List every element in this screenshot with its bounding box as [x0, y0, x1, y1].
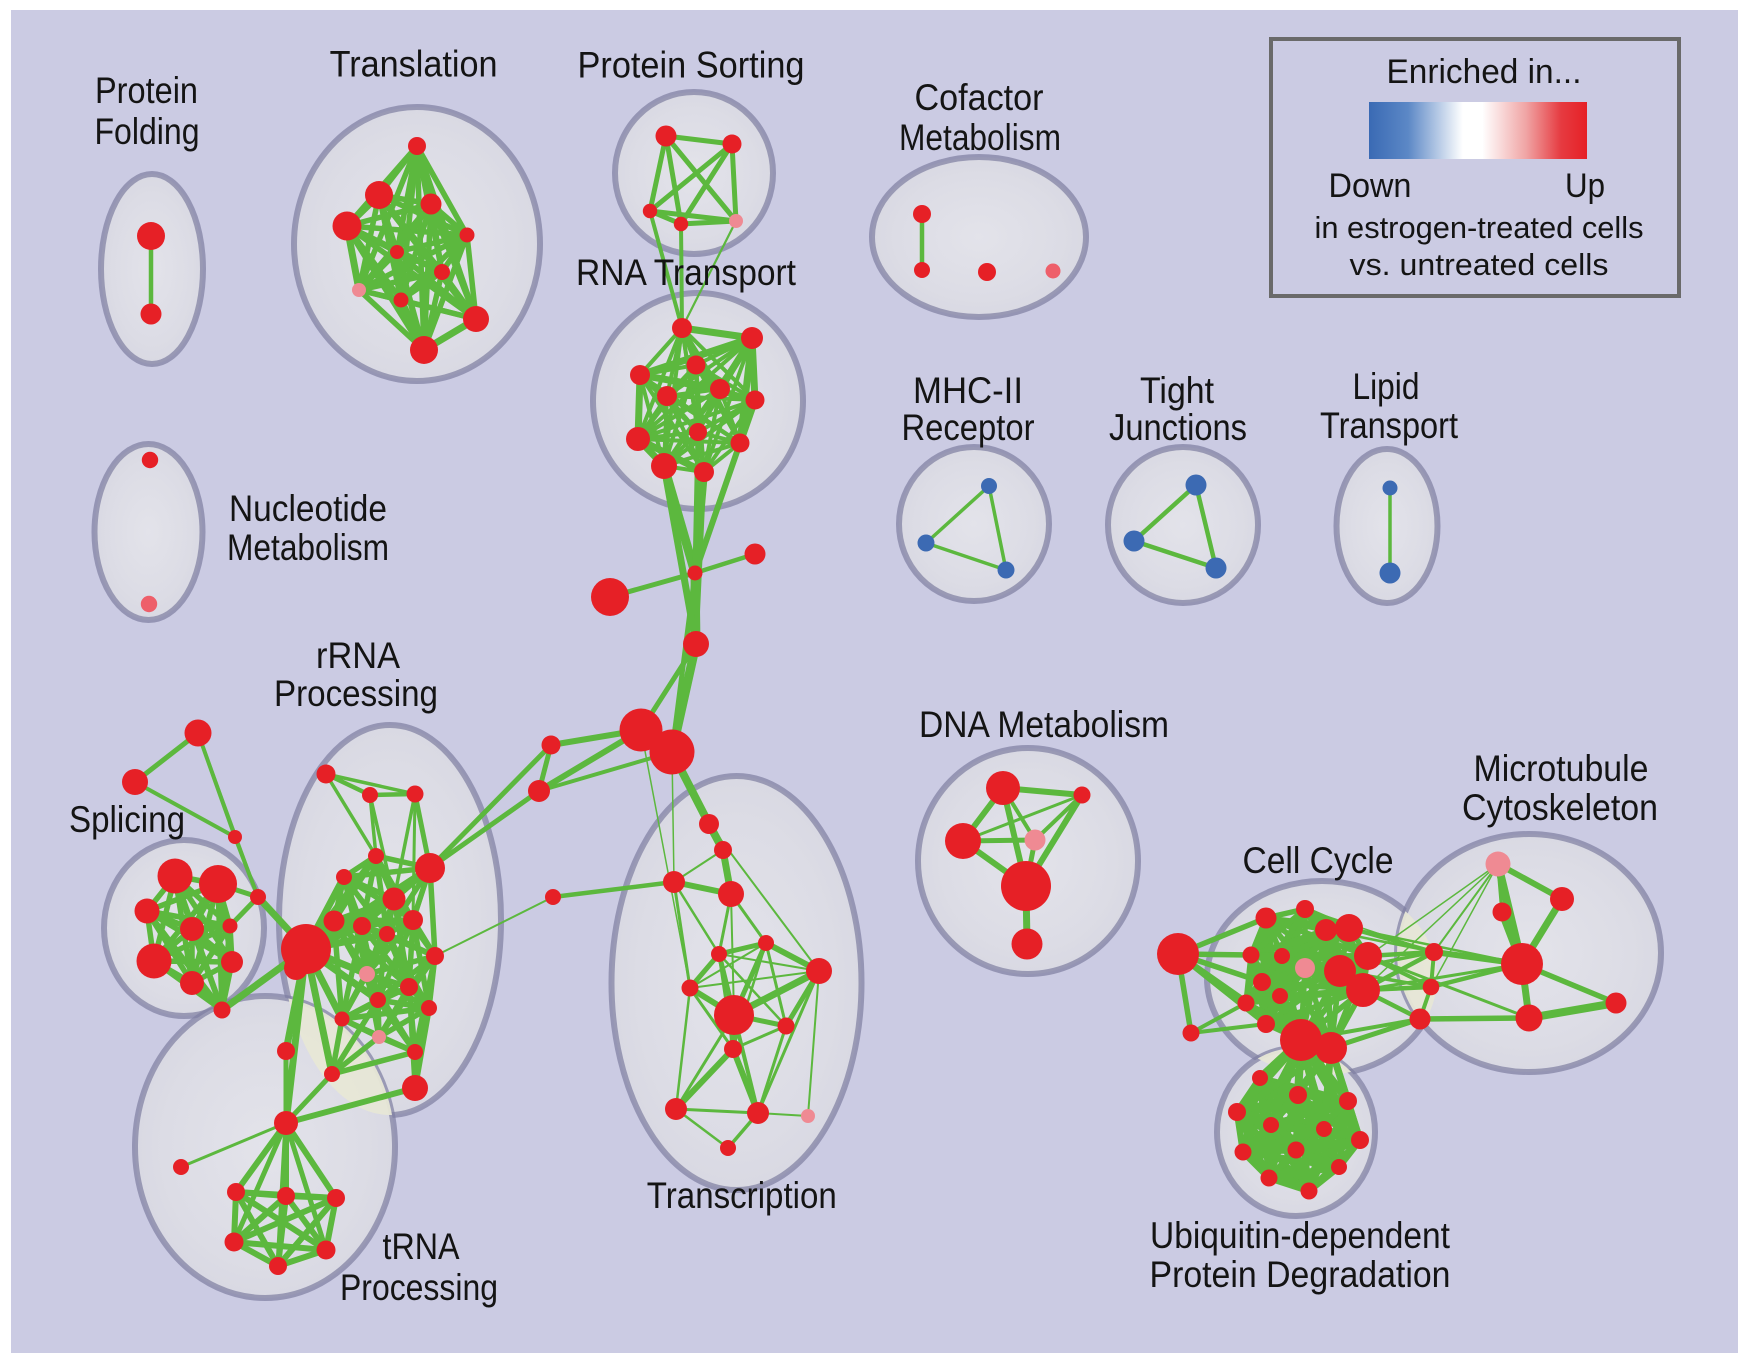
svg-text:RNA Transport: RNA Transport: [576, 252, 797, 293]
svg-text:Splicing: Splicing: [69, 799, 185, 840]
svg-text:Nucleotide: Nucleotide: [229, 488, 387, 529]
svg-text:Protein Degradation: Protein Degradation: [1150, 1254, 1451, 1295]
svg-text:Translation: Translation: [330, 44, 498, 85]
svg-text:Protein Sorting: Protein Sorting: [578, 45, 805, 86]
svg-text:Lipid: Lipid: [1353, 366, 1420, 407]
svg-text:Enriched in...: Enriched in...: [1387, 53, 1582, 91]
svg-text:Microtubule: Microtubule: [1474, 748, 1649, 789]
svg-text:Down: Down: [1329, 167, 1412, 205]
svg-text:Tight: Tight: [1140, 370, 1215, 411]
svg-text:Transcription: Transcription: [647, 1175, 837, 1216]
svg-text:Cytoskeleton: Cytoskeleton: [1462, 787, 1658, 828]
svg-text:Processing: Processing: [340, 1267, 498, 1308]
svg-text:tRNA: tRNA: [383, 1226, 460, 1267]
svg-text:rRNA: rRNA: [316, 635, 400, 676]
svg-text:Metabolism: Metabolism: [899, 117, 1061, 158]
svg-text:Folding: Folding: [95, 111, 200, 152]
svg-text:Ubiquitin-dependent: Ubiquitin-dependent: [1150, 1215, 1451, 1256]
svg-text:DNA Metabolism: DNA Metabolism: [919, 704, 1169, 745]
svg-text:in estrogen-treated cells: in estrogen-treated cells: [1315, 210, 1644, 245]
svg-text:Receptor: Receptor: [902, 407, 1035, 448]
svg-text:MHC-II: MHC-II: [913, 370, 1023, 411]
svg-text:Cofactor: Cofactor: [915, 77, 1044, 118]
svg-text:Junctions: Junctions: [1109, 407, 1247, 448]
svg-text:Transport: Transport: [1320, 405, 1459, 446]
svg-text:vs. untreated cells: vs. untreated cells: [1350, 247, 1609, 282]
svg-text:Up: Up: [1565, 167, 1605, 205]
svg-text:Cell Cycle: Cell Cycle: [1243, 840, 1394, 881]
svg-text:Protein: Protein: [95, 70, 198, 111]
svg-text:Processing: Processing: [274, 673, 438, 714]
svg-text:Metabolism: Metabolism: [227, 527, 389, 568]
